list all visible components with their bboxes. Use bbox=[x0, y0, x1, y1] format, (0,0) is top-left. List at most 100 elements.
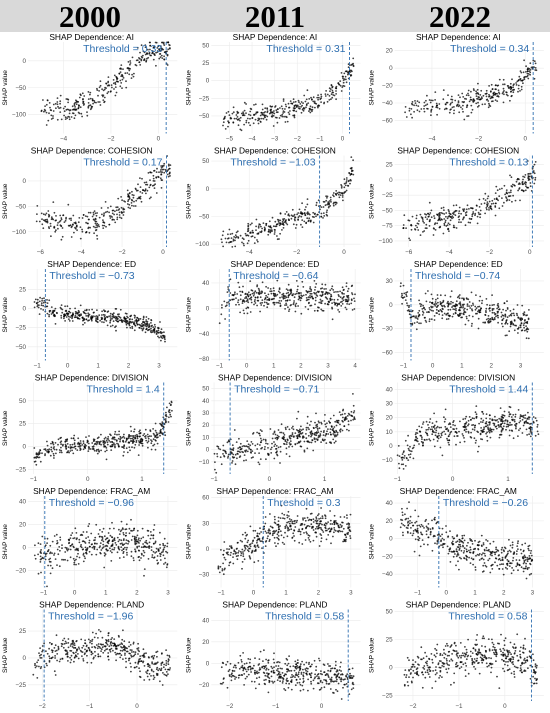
data-point bbox=[324, 95, 327, 97]
data-point bbox=[94, 226, 97, 229]
data-point bbox=[242, 111, 245, 113]
data-point bbox=[143, 433, 146, 435]
data-point bbox=[279, 212, 282, 215]
data-point bbox=[112, 442, 115, 444]
data-point bbox=[114, 86, 117, 88]
data-point bbox=[344, 75, 347, 78]
data-point bbox=[279, 107, 281, 109]
data-point bbox=[135, 188, 137, 191]
data-point bbox=[498, 91, 500, 94]
data-point bbox=[52, 201, 55, 204]
data-point bbox=[153, 187, 156, 190]
data-point bbox=[470, 325, 473, 327]
data-point bbox=[83, 322, 86, 324]
data-point bbox=[143, 51, 146, 54]
data-point bbox=[94, 212, 97, 215]
data-point bbox=[448, 111, 451, 114]
data-point bbox=[87, 312, 90, 315]
data-point bbox=[300, 312, 303, 315]
data-point bbox=[245, 112, 247, 114]
data-point bbox=[125, 312, 128, 315]
data-point bbox=[128, 532, 131, 535]
data-point bbox=[324, 93, 327, 95]
data-point bbox=[304, 100, 307, 103]
data-point bbox=[150, 319, 153, 321]
data-point bbox=[491, 316, 494, 319]
data-point bbox=[170, 403, 172, 406]
data-point bbox=[115, 206, 118, 209]
data-point bbox=[425, 213, 428, 216]
data-point bbox=[313, 291, 315, 294]
data-point bbox=[472, 100, 474, 102]
data-point bbox=[274, 220, 277, 223]
data-point bbox=[472, 304, 475, 306]
data-point bbox=[466, 305, 469, 307]
data-point bbox=[522, 178, 524, 181]
data-point bbox=[74, 316, 77, 319]
data-point bbox=[452, 313, 455, 315]
data-point bbox=[109, 312, 112, 315]
data-point bbox=[408, 306, 410, 309]
data-point bbox=[458, 430, 460, 433]
data-point bbox=[320, 421, 322, 424]
data-point bbox=[158, 432, 161, 435]
data-point bbox=[77, 563, 80, 565]
data-point bbox=[422, 304, 424, 307]
data-point bbox=[280, 431, 283, 434]
data-point bbox=[48, 227, 51, 230]
data-point bbox=[438, 313, 441, 316]
data-point bbox=[294, 310, 297, 313]
data-point bbox=[436, 294, 439, 296]
data-point bbox=[455, 300, 458, 303]
data-point bbox=[235, 297, 237, 299]
data-point bbox=[222, 449, 225, 452]
data-point bbox=[163, 537, 166, 540]
data-point bbox=[465, 421, 468, 424]
data-point bbox=[343, 425, 346, 428]
data-point bbox=[429, 301, 431, 303]
data-point bbox=[319, 298, 322, 301]
scatter-points bbox=[220, 156, 355, 248]
plot-area bbox=[211, 42, 361, 134]
data-point bbox=[325, 213, 328, 216]
y-tick-label: −50 bbox=[15, 203, 26, 210]
data-point bbox=[400, 463, 403, 466]
data-point bbox=[465, 106, 468, 109]
data-point bbox=[484, 103, 486, 105]
data-point bbox=[501, 319, 504, 322]
data-point bbox=[405, 293, 407, 296]
data-point bbox=[302, 102, 304, 104]
data-point bbox=[268, 228, 270, 231]
data-point bbox=[333, 426, 336, 428]
data-point bbox=[320, 215, 323, 218]
data-point bbox=[95, 101, 97, 104]
data-point bbox=[134, 548, 136, 551]
data-point bbox=[164, 168, 167, 171]
data-point bbox=[47, 119, 50, 122]
data-point bbox=[252, 432, 255, 434]
data-point bbox=[60, 451, 63, 454]
data-point bbox=[425, 321, 428, 323]
data-point bbox=[169, 164, 172, 167]
data-point bbox=[253, 291, 256, 294]
data-point bbox=[163, 58, 166, 61]
data-point bbox=[160, 45, 162, 48]
x-tick-label: 1 bbox=[104, 590, 108, 597]
data-point bbox=[305, 222, 307, 225]
data-point bbox=[479, 94, 482, 96]
data-point bbox=[150, 329, 153, 332]
data-point bbox=[333, 195, 335, 198]
data-point bbox=[227, 440, 230, 443]
data-point bbox=[344, 412, 346, 415]
data-point bbox=[462, 306, 464, 309]
data-point bbox=[493, 424, 496, 426]
data-point bbox=[222, 444, 225, 447]
data-point bbox=[497, 306, 500, 309]
data-point bbox=[92, 447, 95, 450]
y-tick-label: 50 bbox=[19, 398, 27, 405]
data-point bbox=[285, 105, 288, 108]
data-point bbox=[413, 322, 416, 324]
data-point bbox=[56, 564, 58, 566]
data-point bbox=[311, 295, 313, 298]
data-point bbox=[479, 295, 482, 298]
